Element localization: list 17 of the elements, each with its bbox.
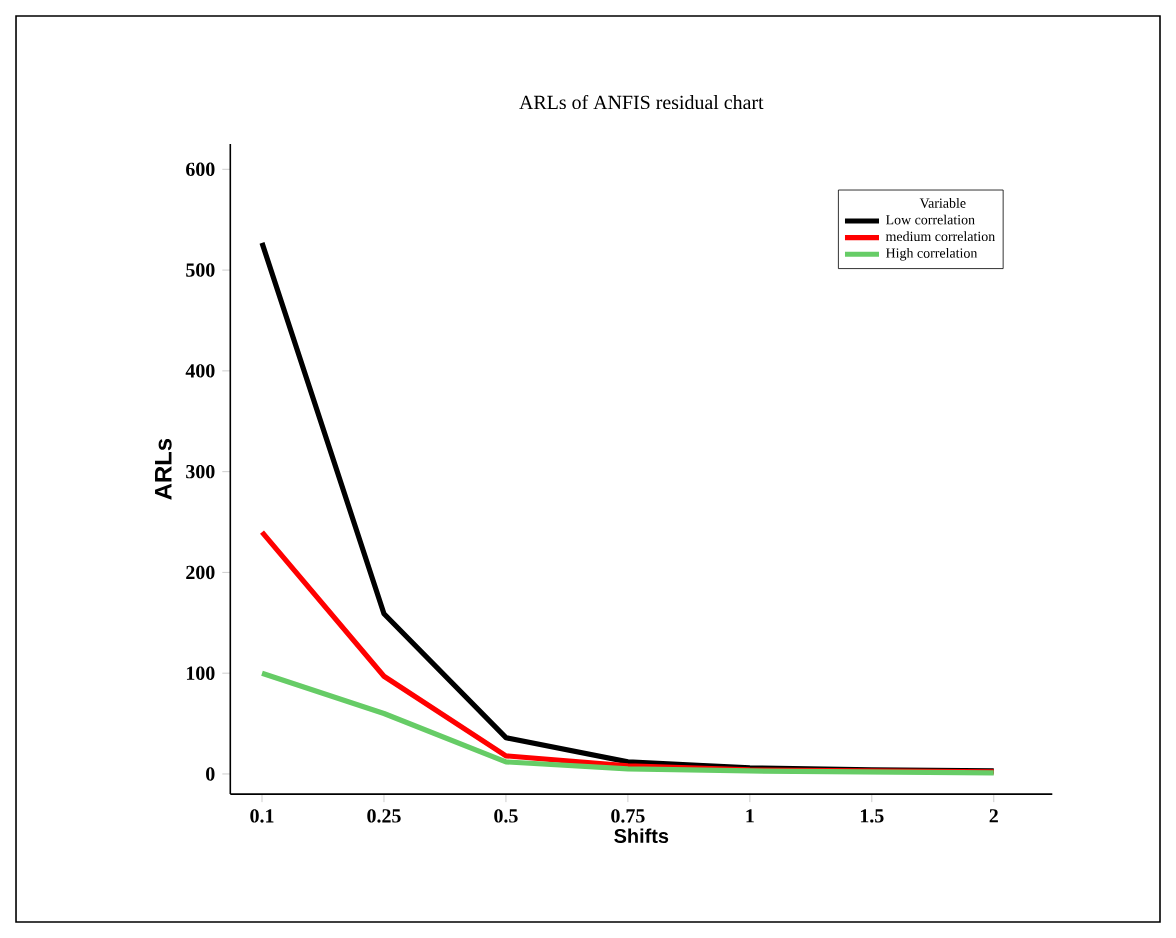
y-tick-label: 100 xyxy=(186,666,215,680)
x-tick-label: 1 xyxy=(746,809,754,823)
chart-title: ARLs of ANFIS residual chart xyxy=(519,94,764,110)
y-tick-label: 200 xyxy=(186,565,215,580)
x-tick-label: 0.25 xyxy=(367,809,401,823)
y-tick-label: 400 xyxy=(185,364,215,378)
y-tick-label: 0 xyxy=(206,767,215,781)
x-tick-label: 0.5 xyxy=(494,809,518,823)
x-tick-label: 0.1 xyxy=(250,809,274,823)
y-axis-title: ARLs xyxy=(155,438,172,500)
x-axis-title: Shifts xyxy=(614,828,669,843)
y-tick-label: 300 xyxy=(186,464,215,479)
x-tick-label: 0.75 xyxy=(611,809,645,823)
y-tick-label: 500 xyxy=(186,263,215,277)
x-tick-label: 1.5 xyxy=(860,809,884,823)
x-tick-label: 2 xyxy=(989,809,998,823)
y-tick-label: 600 xyxy=(186,162,215,177)
